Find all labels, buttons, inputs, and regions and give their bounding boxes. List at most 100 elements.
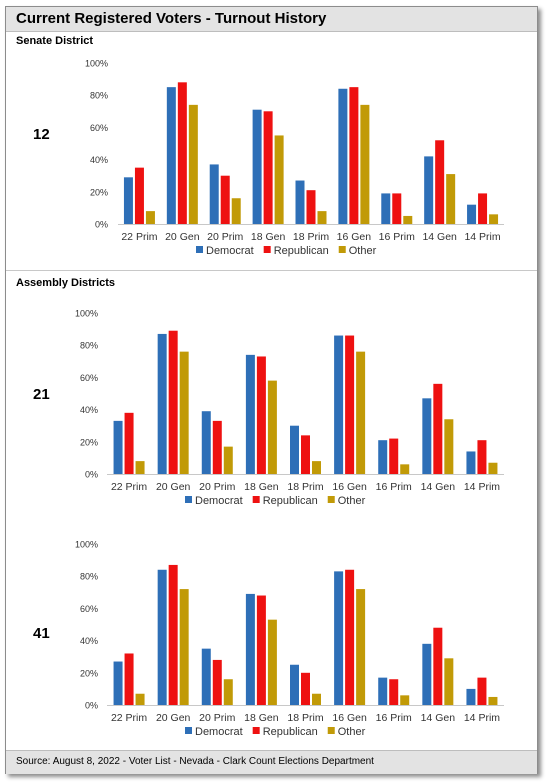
y-tick-label: 100% [85, 59, 108, 69]
bar-republican-16-gen [345, 335, 355, 474]
x-tick-label: 16 Gen [332, 712, 367, 724]
y-tick-label: 40% [90, 155, 108, 165]
bar-other-18-gen [274, 135, 284, 224]
x-tick-label: 20 Prim [207, 231, 243, 243]
bar-other-20-prim [231, 198, 241, 224]
legend-swatch-democrat [196, 246, 203, 253]
legend-swatch-democrat [185, 727, 192, 734]
y-tick-label: 0% [85, 701, 98, 711]
x-tick-label: 16 Gen [332, 481, 367, 493]
x-tick-label: 16 Prim [379, 231, 415, 243]
legend-swatch-republican [263, 246, 271, 253]
bar-republican-14-prim [477, 677, 487, 705]
x-tick-label: 14 Prim [464, 231, 500, 243]
bar-other-14-prim [488, 462, 498, 474]
bar-democrat-18-gen [245, 593, 255, 705]
title-bar: Current Registered Voters - Turnout Hist… [6, 7, 537, 32]
bar-republican-18-prim [301, 435, 310, 474]
assembly-41-turnout-chart: 0% 20% 40% 60% 80% 100% 22 Prim 20 Gen 20 Prim 18… [75, 540, 504, 738]
x-tick-label: 18 Prim [287, 712, 323, 724]
section-divider [6, 270, 537, 271]
bar-democrat-14-gen [422, 643, 432, 705]
bar-other-22-prim [135, 461, 145, 474]
legend-swatch-republican [252, 496, 260, 503]
bar-democrat-14-gen [424, 156, 434, 224]
x-tick-label: 18 Gen [244, 712, 279, 724]
bar-democrat-20-prim [201, 648, 211, 705]
legend-label-republican: Republican [274, 245, 329, 257]
bar-democrat-16-prim [381, 193, 391, 224]
bar-democrat-16-gen [338, 88, 348, 224]
legend-label-republican: Republican [263, 726, 318, 738]
bar-democrat-22-prim [113, 661, 123, 705]
y-tick-label: 40% [80, 405, 98, 415]
y-tick-label: 40% [80, 636, 98, 646]
x-tick-label: 16 Prim [376, 481, 412, 493]
bar-republican-20-gen [168, 564, 178, 705]
bar-democrat-16-gen [334, 335, 344, 474]
y-tick-label: 60% [80, 604, 98, 614]
legend-swatch-other [338, 246, 346, 253]
y-tick-label: 80% [90, 91, 108, 101]
bar-democrat-18-prim [290, 425, 299, 474]
bar-other-16-gen [360, 104, 370, 224]
bar-republican-14-prim [477, 440, 487, 474]
bar-other-18-gen [267, 380, 277, 474]
x-tick-label: 18 Prim [293, 231, 329, 243]
legend-label-other: Other [349, 245, 377, 257]
x-tick-label: 20 Prim [199, 481, 235, 493]
bar-other-16-gen [356, 589, 366, 705]
bar-democrat-20-gen [157, 333, 167, 474]
report-frame: Current Registered Voters - Turnout Hist… [5, 6, 538, 774]
bar-other-18-gen [267, 619, 277, 705]
x-tick-label: 18 Gen [251, 231, 286, 243]
assembly-21-turnout-chart: 0% 20% 40% 60% 80% 100% 22 Prim 20 Gen 20 Prim 18… [75, 309, 504, 507]
bar-democrat-16-gen [334, 571, 344, 705]
x-tick-label: 20 Gen [165, 231, 200, 243]
bar-republican-16-prim [389, 438, 399, 474]
bar-republican-16-prim [392, 193, 402, 224]
x-tick-label: 14 Gen [422, 231, 457, 243]
bar-other-16-prim [400, 464, 410, 474]
bar-democrat-18-gen [245, 354, 255, 474]
footer-bar: Source: August 8, 2022 - Voter List - Ne… [6, 750, 537, 774]
bar-democrat-22-prim [113, 420, 123, 474]
bar-other-20-gen [179, 589, 189, 705]
bar-democrat-16-prim [378, 440, 388, 474]
y-tick-label: 60% [90, 123, 108, 133]
chart-legend: Democrat Republican Other [185, 495, 366, 507]
y-tick-label: 100% [75, 309, 98, 319]
x-tick-label: 22 Prim [111, 712, 147, 724]
x-tick-label: 14 Gen [421, 712, 456, 724]
y-tick-label: 20% [90, 187, 108, 197]
chart-legend: Democrat Republican Other [196, 245, 377, 257]
bar-republican-16-prim [389, 679, 399, 705]
bar-other-16-gen [356, 351, 366, 474]
y-tick-label: 80% [80, 572, 98, 582]
bar-democrat-18-prim [290, 664, 299, 705]
assembly-district-number-1: 21 [33, 386, 50, 403]
x-tick-label: 20 Prim [199, 712, 235, 724]
chart-legend: Democrat Republican Other [185, 726, 366, 738]
bar-democrat-14-gen [422, 398, 432, 474]
x-tick-label: 14 Prim [464, 481, 500, 493]
bar-other-16-prim [400, 695, 410, 705]
bar-democrat-14-prim [466, 688, 476, 705]
bar-other-20-gen [179, 351, 189, 474]
legend-label-democrat: Democrat [195, 726, 243, 738]
senate-district-label: Senate District [16, 35, 94, 47]
y-tick-label: 20% [80, 668, 98, 678]
y-tick-label: 80% [80, 341, 98, 351]
bar-other-14-gen [444, 658, 454, 705]
legend-label-other: Other [338, 726, 366, 738]
y-tick-label: 0% [95, 220, 108, 230]
report-title: Current Registered Voters - Turnout Hist… [16, 10, 327, 27]
bar-democrat-20-gen [166, 87, 176, 225]
legend-label-democrat: Democrat [206, 245, 254, 257]
bar-democrat-16-prim [378, 677, 388, 705]
bar-republican-20-gen [177, 82, 187, 224]
bar-other-22-prim [135, 693, 145, 705]
bar-republican-14-gen [433, 627, 443, 705]
x-tick-label: 16 Gen [337, 231, 372, 243]
y-tick-label: 0% [85, 470, 98, 480]
